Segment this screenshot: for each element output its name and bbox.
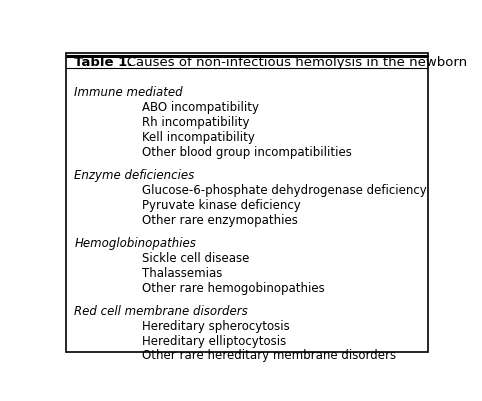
Text: Hereditary spherocytosis: Hereditary spherocytosis [143, 320, 290, 333]
Text: Table 1.: Table 1. [74, 55, 133, 69]
Text: Rh incompatibility: Rh incompatibility [143, 116, 250, 129]
Text: Kell incompatibility: Kell incompatibility [143, 131, 255, 144]
Text: Enzyme deficiencies: Enzyme deficiencies [74, 169, 195, 182]
Text: Other rare hereditary membrane disorders: Other rare hereditary membrane disorders [143, 349, 397, 363]
Text: Hereditary elliptocytosis: Hereditary elliptocytosis [143, 335, 287, 348]
Text: Thalassemias: Thalassemias [143, 267, 223, 280]
Text: Red cell membrane disorders: Red cell membrane disorders [74, 305, 248, 318]
Text: Immune mediated: Immune mediated [74, 86, 183, 99]
Text: Sickle cell disease: Sickle cell disease [143, 252, 250, 265]
Text: ABO incompatibility: ABO incompatibility [143, 101, 259, 114]
Text: Other blood group incompatibilities: Other blood group incompatibilities [143, 146, 352, 159]
Text: Other rare hemogobinopathies: Other rare hemogobinopathies [143, 282, 325, 294]
Text: Causes of non-infectious hemolysis in the newborn: Causes of non-infectious hemolysis in th… [114, 55, 467, 69]
Text: Pyruvate kinase deficiency: Pyruvate kinase deficiency [143, 199, 301, 212]
Text: Other rare enzymopathies: Other rare enzymopathies [143, 214, 298, 227]
Text: Hemoglobinopathies: Hemoglobinopathies [74, 237, 196, 250]
Text: Glucose-6-phosphate dehydrogenase deficiency: Glucose-6-phosphate dehydrogenase defici… [143, 184, 427, 197]
